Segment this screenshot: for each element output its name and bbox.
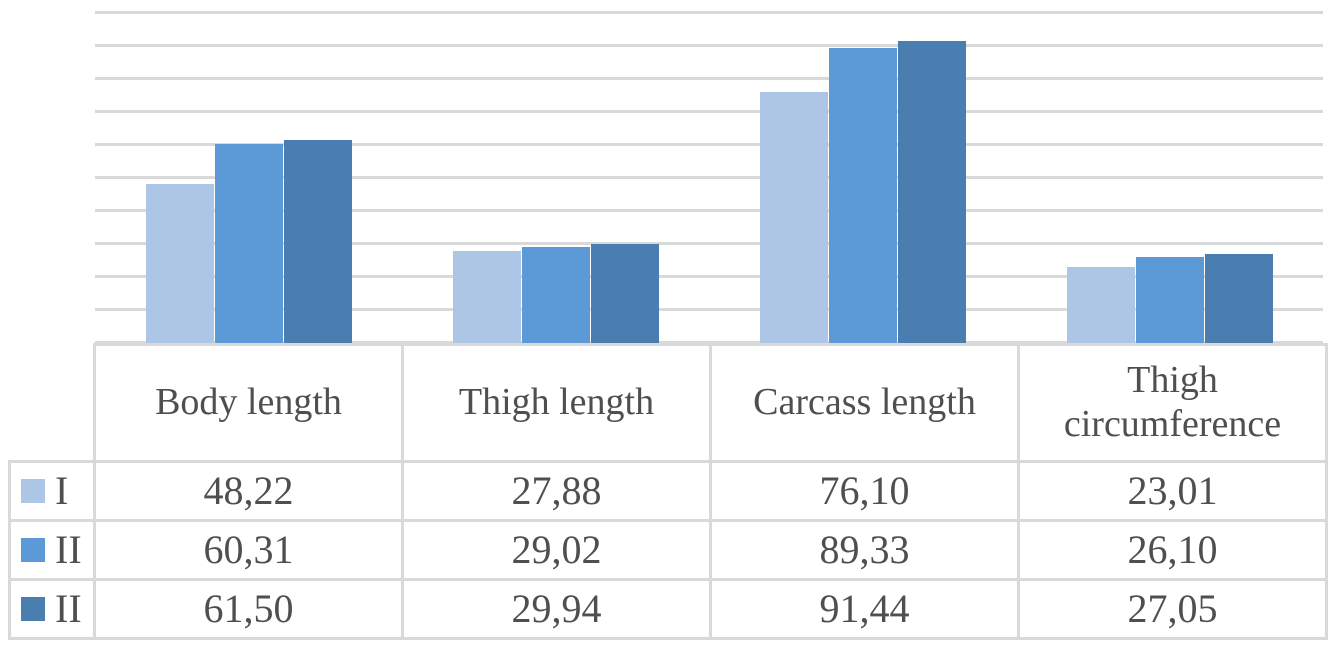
bar-series-1-carcass-length[interactable] [759,91,828,343]
gridline [95,77,1323,80]
table-header-row: Body length Thigh length Carcass length … [10,343,1328,463]
value-cell-series-3-col-1: 61,50 [93,578,404,640]
legend-swatch-icon [21,479,45,503]
value-cell-series-1-col-1: 48,22 [93,460,404,522]
table-row-series-1: I 48,22 27,88 76,10 23,01 [8,460,1328,522]
value-cell-series-1-col-2: 27,88 [401,460,712,522]
bar-group-body-length [95,13,402,343]
gridline [95,308,1323,311]
bar-groups [95,13,1323,343]
gridline [95,242,1323,245]
plot-area [95,11,1323,344]
value-cell-series-3-col-4: 27,05 [1017,578,1328,640]
gridline [95,209,1323,212]
value-cell-series-2-col-1: 60,31 [93,519,404,581]
bar-series-2-carcass-length[interactable] [828,48,897,343]
legend-key: II [21,527,87,573]
legend-cell-series-3: II [8,578,96,640]
legend-swatch-icon [21,597,45,621]
legend-key: II [21,586,87,632]
legend-series-label: I [55,468,69,513]
bar-series-2-thigh-circumference[interactable] [1135,256,1204,343]
chart-data-table: Body length Thigh length Carcass length … [8,343,1328,640]
legend-swatch-icon [21,538,45,562]
gridline [95,11,1323,14]
bar-series-1-thigh-circumference[interactable] [1066,267,1135,343]
bar-series-3-thigh-circumference[interactable] [1204,253,1273,343]
bar-series-2-body-length[interactable] [214,143,283,343]
value-cell-series-3-col-2: 29,94 [401,578,712,640]
value-cell-series-1-col-4: 23,01 [1017,460,1328,522]
column-header-thigh-circumference: Thigh circumference [1017,343,1328,463]
bar-series-1-thigh-length[interactable] [452,251,521,343]
bar-group-thigh-length [402,13,709,343]
column-header-thigh-length: Thigh length [401,343,712,463]
value-cell-series-2-col-2: 29,02 [401,519,712,581]
bar-series-2-thigh-length[interactable] [521,247,590,343]
value-cell-series-2-col-4: 26,10 [1017,519,1328,581]
table-corner-cell [10,345,95,462]
value-cell-series-1-col-3: 76,10 [709,460,1020,522]
legend-cell-series-2: II [8,519,96,581]
legend-cell-series-1: I [8,460,96,522]
gridline [95,176,1323,179]
gridline [95,143,1323,146]
value-cell-series-3-col-3: 91,44 [709,578,1020,640]
data-table-body: Body length Thigh length Carcass length … [8,343,1328,640]
gridline [95,341,1323,344]
legend-series-label: II [55,586,82,631]
bar-group-carcass-length [709,13,1016,343]
column-header-carcass-length: Carcass length [709,343,1020,463]
legend-key: I [21,468,87,514]
bar-series-3-carcass-length[interactable] [897,41,966,343]
gridline [95,275,1323,278]
value-cell-series-2-col-3: 89,33 [709,519,1020,581]
bar-series-1-body-length[interactable] [145,183,214,343]
legend-series-label: II [55,527,82,572]
column-header-body-length: Body length [93,343,404,463]
gridline [95,44,1323,47]
bar-group-thigh-circumference [1016,13,1323,343]
table-row-series-2: II 60,31 29,02 89,33 26,10 [8,519,1328,581]
table-row-series-3: II 61,50 29,94 91,44 27,05 [8,578,1328,640]
bar-series-3-thigh-length[interactable] [590,244,659,343]
bar-series-3-body-length[interactable] [283,140,352,343]
gridline [95,110,1323,113]
